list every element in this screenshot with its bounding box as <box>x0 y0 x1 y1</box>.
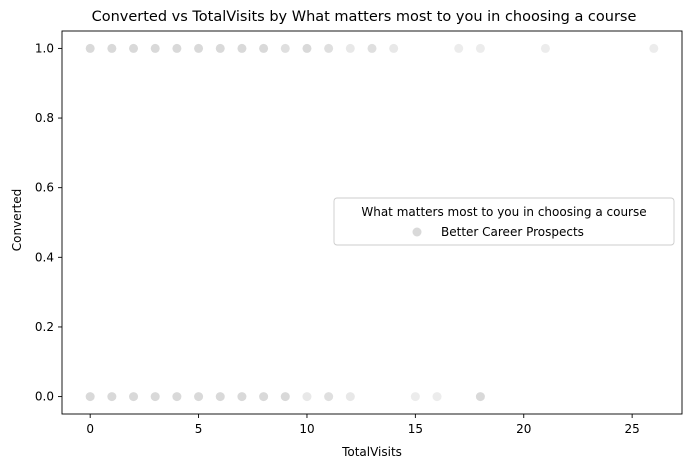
data-point <box>129 43 139 53</box>
data-point <box>150 392 160 402</box>
x-axis-label: TotalVisits <box>341 445 402 459</box>
data-point <box>389 43 399 53</box>
y-tick-label: 0.6 <box>35 181 54 195</box>
y-tick-label: 1.0 <box>35 41 54 55</box>
data-point <box>150 43 160 53</box>
data-point <box>324 43 334 53</box>
y-tick-label: 0.2 <box>35 320 54 334</box>
x-tick-label: 25 <box>624 422 639 436</box>
data-point <box>280 392 290 402</box>
data-point <box>345 43 355 53</box>
data-point <box>475 43 485 53</box>
y-tick-label: 0.4 <box>35 250 54 264</box>
y-axis: 0.0 0.2 0.4 0.6 0.8 1.0 <box>35 41 62 404</box>
data-point <box>302 43 312 53</box>
legend: What matters most to you in choosing a c… <box>333 197 675 246</box>
data-point <box>85 43 95 53</box>
x-tick-label: 0 <box>86 422 94 436</box>
data-point <box>194 392 204 402</box>
data-point <box>302 392 312 402</box>
plot-frame <box>61 30 683 415</box>
x-tick-label: 15 <box>408 422 423 436</box>
data-point <box>215 43 225 53</box>
data-point <box>432 392 442 402</box>
data-point <box>475 392 485 402</box>
y-axis-label: Converted <box>10 189 24 251</box>
data-point <box>259 43 269 53</box>
data-point <box>280 43 290 53</box>
data-point <box>410 392 420 402</box>
data-point <box>107 43 117 53</box>
data-point <box>194 43 204 53</box>
y-tick-label: 0.8 <box>35 111 54 125</box>
data-point <box>215 392 225 402</box>
data-point <box>345 392 355 402</box>
data-point <box>237 43 247 53</box>
data-point <box>259 392 269 402</box>
y-tick-label: 0.0 <box>35 390 54 404</box>
data-point <box>540 43 550 53</box>
chart-title: Converted vs TotalVisits by What matters… <box>92 9 637 25</box>
points-layer <box>85 43 659 402</box>
x-axis: 0 5 10 15 20 25 <box>86 414 640 436</box>
data-point <box>237 392 247 402</box>
data-point <box>172 43 182 53</box>
data-point <box>107 392 117 402</box>
legend-marker <box>412 227 422 237</box>
data-point <box>172 392 182 402</box>
data-point <box>129 392 139 402</box>
x-tick-label: 5 <box>195 422 203 436</box>
data-point <box>649 43 659 53</box>
legend-entry-label: Better Career Prospects <box>441 225 584 239</box>
data-point <box>454 43 464 53</box>
x-tick-label: 10 <box>299 422 314 436</box>
data-point <box>324 392 334 402</box>
data-point <box>85 392 95 402</box>
data-point <box>367 43 377 53</box>
x-tick-label: 20 <box>516 422 531 436</box>
legend-title: What matters most to you in choosing a c… <box>361 205 646 219</box>
